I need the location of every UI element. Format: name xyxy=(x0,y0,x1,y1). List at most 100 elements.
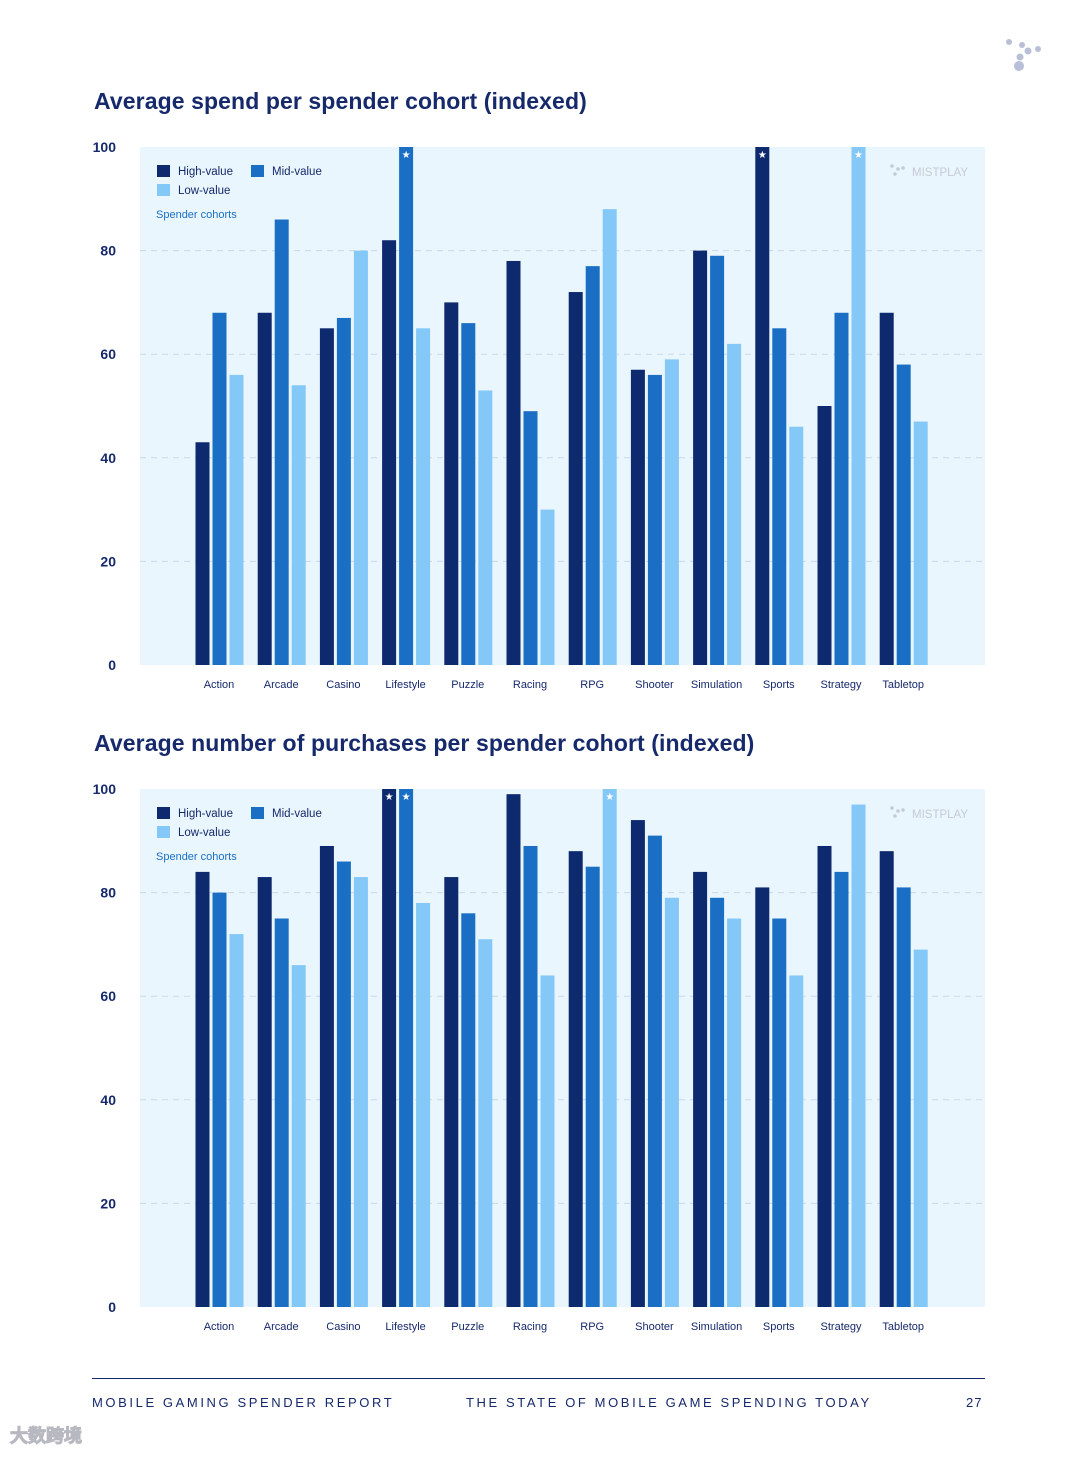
bar-strategy-high-value xyxy=(817,406,832,665)
x-tick-label: Casino xyxy=(326,1321,360,1333)
bar-strategy-high-value xyxy=(817,845,832,1307)
star-icon: ★ xyxy=(402,150,411,161)
bar-tabletop-low-value xyxy=(913,949,928,1307)
chart-title-purchases: Average number of purchases per spender … xyxy=(94,730,755,756)
x-tick-label: Strategy xyxy=(821,1321,862,1333)
x-tick-label: Action xyxy=(204,679,235,691)
watermark-dot-icon xyxy=(896,809,900,813)
x-tick-label: Lifestyle xyxy=(385,679,425,691)
bar-shooter-low-value xyxy=(664,897,679,1307)
bar-racing-high-value xyxy=(506,794,521,1307)
corner-watermark: 大数跨境 xyxy=(10,1426,83,1447)
bar-shooter-high-value xyxy=(630,820,645,1307)
bar-puzzle-low-value xyxy=(478,390,493,665)
bar-tabletop-mid-value xyxy=(896,887,911,1307)
x-tick-label: Arcade xyxy=(264,679,299,691)
legend-title: Spender cohorts xyxy=(156,209,237,221)
footer-divider xyxy=(92,1378,985,1379)
bar-action-mid-value xyxy=(212,892,227,1307)
legend: High-value Mid-value Low-value Spender coho… xyxy=(156,165,322,221)
x-tick-label: Strategy xyxy=(821,679,862,691)
watermark-dot-icon xyxy=(890,806,894,810)
bar-strategy-mid-value xyxy=(834,871,849,1307)
bar-puzzle-high-value xyxy=(444,877,459,1307)
y-tick-label: 100 xyxy=(93,781,117,797)
bar-puzzle-mid-value xyxy=(461,913,476,1307)
bar-tabletop-mid-value xyxy=(896,364,911,665)
bar-rpg-high-value xyxy=(568,851,583,1307)
y-tick-label: 20 xyxy=(100,553,116,569)
x-tick-label: Action xyxy=(204,1321,235,1333)
bar-casino-mid-value xyxy=(336,317,351,665)
bar-action-low-value xyxy=(229,934,244,1307)
x-tick-label: Sports xyxy=(763,1321,795,1333)
bar-lifestyle-mid-value xyxy=(399,147,414,665)
bar-simulation-high-value xyxy=(693,871,708,1307)
bar-simulation-high-value xyxy=(693,250,708,665)
bar-lifestyle-mid-value xyxy=(399,789,414,1307)
legend-label-mid-value: Mid-value xyxy=(272,166,322,178)
bar-racing-low-value xyxy=(540,509,555,665)
y-tick-label: 0 xyxy=(108,657,116,673)
bar-rpg-low-value xyxy=(602,789,617,1307)
watermark-dot-icon xyxy=(893,172,897,176)
bar-racing-mid-value xyxy=(523,845,538,1307)
bar-tabletop-low-value xyxy=(913,421,928,665)
legend-label-high-value: High-value xyxy=(178,808,233,820)
y-tick-label: 80 xyxy=(100,885,116,901)
star-icon: ★ xyxy=(402,792,411,803)
bar-tabletop-high-value xyxy=(879,312,894,665)
bar-racing-high-value xyxy=(506,260,521,665)
bar-puzzle-high-value xyxy=(444,302,459,665)
bar-lifestyle-low-value xyxy=(416,328,431,665)
x-tick-label: Simulation xyxy=(691,679,742,691)
x-tick-label: RPG xyxy=(580,1321,604,1333)
y-tick-label: 100 xyxy=(93,139,117,155)
x-tick-label: Simulation xyxy=(691,1321,742,1333)
bar-puzzle-low-value xyxy=(478,939,493,1307)
bar-strategy-mid-value xyxy=(834,312,849,665)
y-tick-label: 40 xyxy=(100,450,116,466)
bar-rpg-mid-value xyxy=(585,266,600,665)
bar-action-low-value xyxy=(229,374,244,665)
y-tick-label: 60 xyxy=(100,988,116,1004)
x-tick-label: Shooter xyxy=(635,679,674,691)
watermark-dot-icon xyxy=(896,167,900,171)
y-tick-label: 60 xyxy=(100,346,116,362)
legend-swatch-high-value xyxy=(157,165,170,177)
bar-tabletop-high-value xyxy=(879,851,894,1307)
mistplay-watermark: MISTPLAY xyxy=(890,806,968,821)
x-tick-label: Arcade xyxy=(264,1321,299,1333)
legend-title: Spender cohorts xyxy=(156,851,237,863)
bar-strategy-low-value xyxy=(851,147,866,665)
bar-sports-low-value xyxy=(789,426,804,665)
bar-rpg-mid-value xyxy=(585,866,600,1307)
star-icon: ★ xyxy=(385,792,394,803)
star-icon: ★ xyxy=(854,150,863,161)
bar-simulation-low-value xyxy=(727,343,742,665)
bar-arcade-mid-value xyxy=(274,918,289,1307)
bar-arcade-high-value xyxy=(257,312,272,665)
legend-swatch-low-value xyxy=(157,184,170,196)
spend-bar-chart: 0 20 40 60 80 100 Action Arcade Casino ★ Lifestyle… xyxy=(93,139,985,691)
page-number: 27 xyxy=(966,1395,983,1410)
legend-swatch-mid-value xyxy=(251,165,264,177)
bar-simulation-low-value xyxy=(727,918,742,1307)
bar-lifestyle-high-value xyxy=(382,789,397,1307)
bar-simulation-mid-value xyxy=(710,897,725,1307)
y-tick-label: 20 xyxy=(100,1195,116,1211)
x-tick-label: Lifestyle xyxy=(385,1321,425,1333)
bar-casino-high-value xyxy=(319,845,334,1307)
x-tick-label: Sports xyxy=(763,679,795,691)
footer-report-name: MOBILE GAMING SPENDER REPORT xyxy=(92,1395,395,1410)
bar-arcade-low-value xyxy=(291,385,306,665)
x-tick-label: RPG xyxy=(580,679,604,691)
bar-rpg-high-value xyxy=(568,292,583,665)
chart-title-spend: Average spend per spender cohort (indexe… xyxy=(94,88,587,114)
y-tick-label: 40 xyxy=(100,1092,116,1108)
bar-action-high-value xyxy=(195,871,210,1307)
bar-racing-mid-value xyxy=(523,411,538,665)
mistplay-watermark: MISTPLAY xyxy=(890,164,968,179)
bar-casino-low-value xyxy=(353,877,368,1307)
bar-shooter-mid-value xyxy=(647,374,662,665)
